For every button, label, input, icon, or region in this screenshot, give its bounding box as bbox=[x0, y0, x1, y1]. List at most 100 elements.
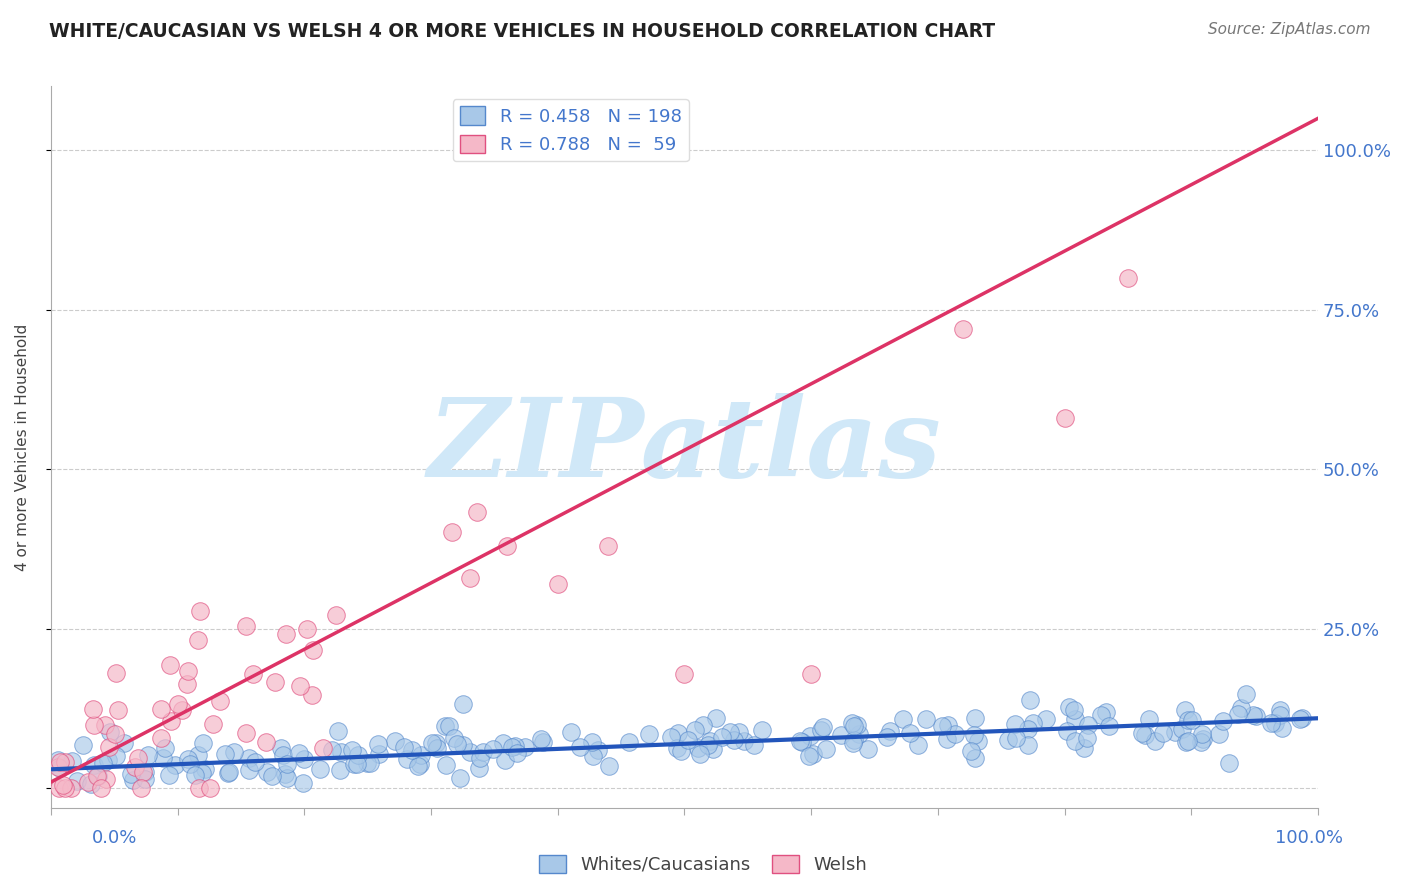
Point bbox=[638, 727, 661, 741]
Point bbox=[103, 727, 125, 741]
Point bbox=[699, 733, 721, 747]
Point bbox=[420, 736, 443, 750]
Point bbox=[1018, 693, 1040, 707]
Point bbox=[967, 733, 990, 747]
Point bbox=[1022, 715, 1045, 730]
Text: 100.0%: 100.0% bbox=[1275, 829, 1343, 847]
Point bbox=[270, 740, 292, 755]
Point bbox=[718, 724, 741, 739]
Point bbox=[1063, 703, 1085, 717]
Point bbox=[152, 751, 174, 765]
Point bbox=[727, 725, 749, 739]
Point bbox=[276, 627, 298, 641]
Point bbox=[60, 754, 83, 768]
Point bbox=[155, 741, 177, 756]
Point bbox=[1005, 731, 1028, 745]
Point bbox=[48, 761, 70, 775]
Point bbox=[1191, 726, 1213, 740]
Point bbox=[359, 756, 381, 770]
Point bbox=[309, 762, 332, 776]
Point bbox=[340, 743, 363, 757]
Point bbox=[97, 754, 120, 768]
Point bbox=[120, 767, 142, 781]
Point bbox=[676, 732, 699, 747]
Point bbox=[167, 698, 190, 712]
Point bbox=[744, 738, 766, 752]
Point bbox=[187, 747, 209, 762]
Point bbox=[176, 751, 198, 765]
Text: Source: ZipAtlas.com: Source: ZipAtlas.com bbox=[1208, 22, 1371, 37]
Point bbox=[163, 758, 186, 772]
Point bbox=[301, 688, 323, 702]
Point bbox=[723, 733, 745, 747]
Point bbox=[702, 741, 724, 756]
Point bbox=[1035, 712, 1057, 726]
Point bbox=[1152, 726, 1174, 740]
Point bbox=[810, 723, 832, 738]
Legend: R = 0.458   N = 198, R = 0.788   N =  59: R = 0.458 N = 198, R = 0.788 N = 59 bbox=[453, 99, 689, 161]
Point bbox=[451, 697, 474, 711]
Point bbox=[86, 769, 108, 783]
Point bbox=[959, 744, 981, 758]
Point bbox=[1064, 734, 1087, 748]
Point bbox=[815, 742, 838, 756]
Point bbox=[79, 777, 101, 791]
Point bbox=[55, 781, 77, 796]
Point bbox=[76, 775, 98, 789]
Point bbox=[89, 781, 111, 796]
Point bbox=[598, 539, 620, 553]
Point bbox=[530, 732, 553, 747]
Point bbox=[105, 665, 128, 680]
Point bbox=[127, 751, 149, 765]
Point bbox=[1144, 733, 1167, 747]
Point bbox=[496, 539, 519, 553]
Point bbox=[1192, 731, 1215, 746]
Point bbox=[685, 723, 707, 738]
Point bbox=[183, 768, 205, 782]
Point bbox=[150, 701, 173, 715]
Point bbox=[458, 745, 481, 759]
Point bbox=[1289, 712, 1312, 726]
Point bbox=[492, 736, 515, 750]
Point bbox=[876, 731, 898, 745]
Point bbox=[688, 741, 710, 756]
Point bbox=[132, 764, 155, 779]
Point bbox=[367, 747, 389, 761]
Point bbox=[312, 741, 335, 756]
Point bbox=[160, 714, 183, 729]
Point bbox=[83, 757, 105, 772]
Point bbox=[581, 734, 603, 748]
Point bbox=[952, 322, 974, 336]
Point bbox=[66, 773, 89, 788]
Point bbox=[789, 734, 811, 748]
Point bbox=[48, 781, 70, 796]
Point bbox=[965, 751, 987, 765]
Point bbox=[198, 781, 221, 796]
Point bbox=[434, 757, 457, 772]
Point bbox=[235, 619, 257, 633]
Point bbox=[1260, 715, 1282, 730]
Point bbox=[107, 703, 129, 717]
Point bbox=[891, 712, 914, 726]
Point bbox=[276, 771, 298, 785]
Point bbox=[433, 719, 456, 733]
Point bbox=[801, 747, 824, 761]
Point bbox=[1076, 731, 1098, 745]
Point bbox=[1004, 717, 1026, 731]
Point bbox=[91, 756, 114, 770]
Point bbox=[114, 735, 136, 749]
Point bbox=[105, 749, 128, 764]
Point bbox=[443, 731, 465, 746]
Point bbox=[346, 757, 368, 772]
Point bbox=[1076, 718, 1098, 732]
Point bbox=[134, 764, 156, 779]
Point bbox=[224, 745, 246, 759]
Point bbox=[1264, 715, 1286, 730]
Point bbox=[392, 740, 415, 755]
Point bbox=[94, 772, 117, 786]
Point bbox=[1181, 713, 1204, 727]
Point bbox=[86, 769, 108, 783]
Point bbox=[325, 607, 347, 622]
Point bbox=[321, 742, 343, 756]
Point bbox=[1130, 726, 1153, 740]
